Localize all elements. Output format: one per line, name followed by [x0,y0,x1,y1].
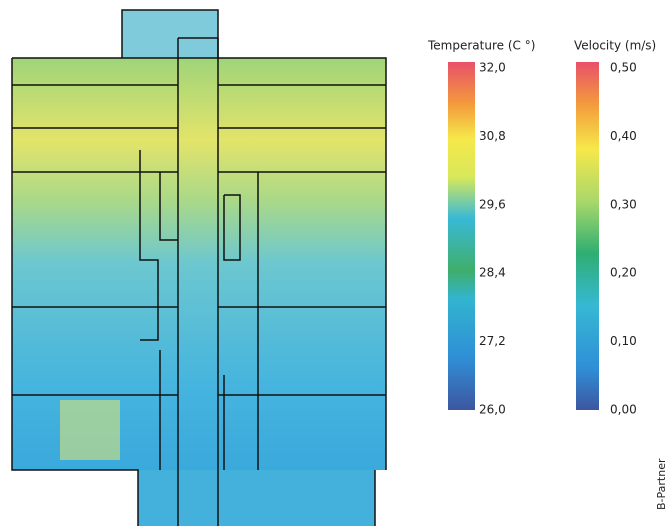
scale-label: 28,4 [479,266,506,280]
temperature-scale [448,62,475,410]
legend-title: Velocity (m/s) [574,39,656,53]
credit: B-Partner [655,458,668,510]
legend-title: Temperature (C °) [427,39,535,53]
scale-label: 0,10 [610,334,637,348]
scale-label: 0,40 [610,129,637,143]
scale-label: 26,0 [479,403,506,417]
scale-label: 0,30 [610,197,637,211]
figure: Temperature (C °) Velocity (m/s) B-Partn… [0,0,669,526]
scale-label: 0,00 [610,403,637,417]
scale-label: 29,6 [479,197,506,211]
scale-label: 27,2 [479,334,506,348]
scale-label: 0,20 [610,266,637,280]
velocity-scale [576,62,599,410]
scale-label: 30,8 [479,129,506,143]
scale-label: 32,0 [479,61,506,75]
simulation [12,10,386,526]
scale-label: 0,50 [610,61,637,75]
